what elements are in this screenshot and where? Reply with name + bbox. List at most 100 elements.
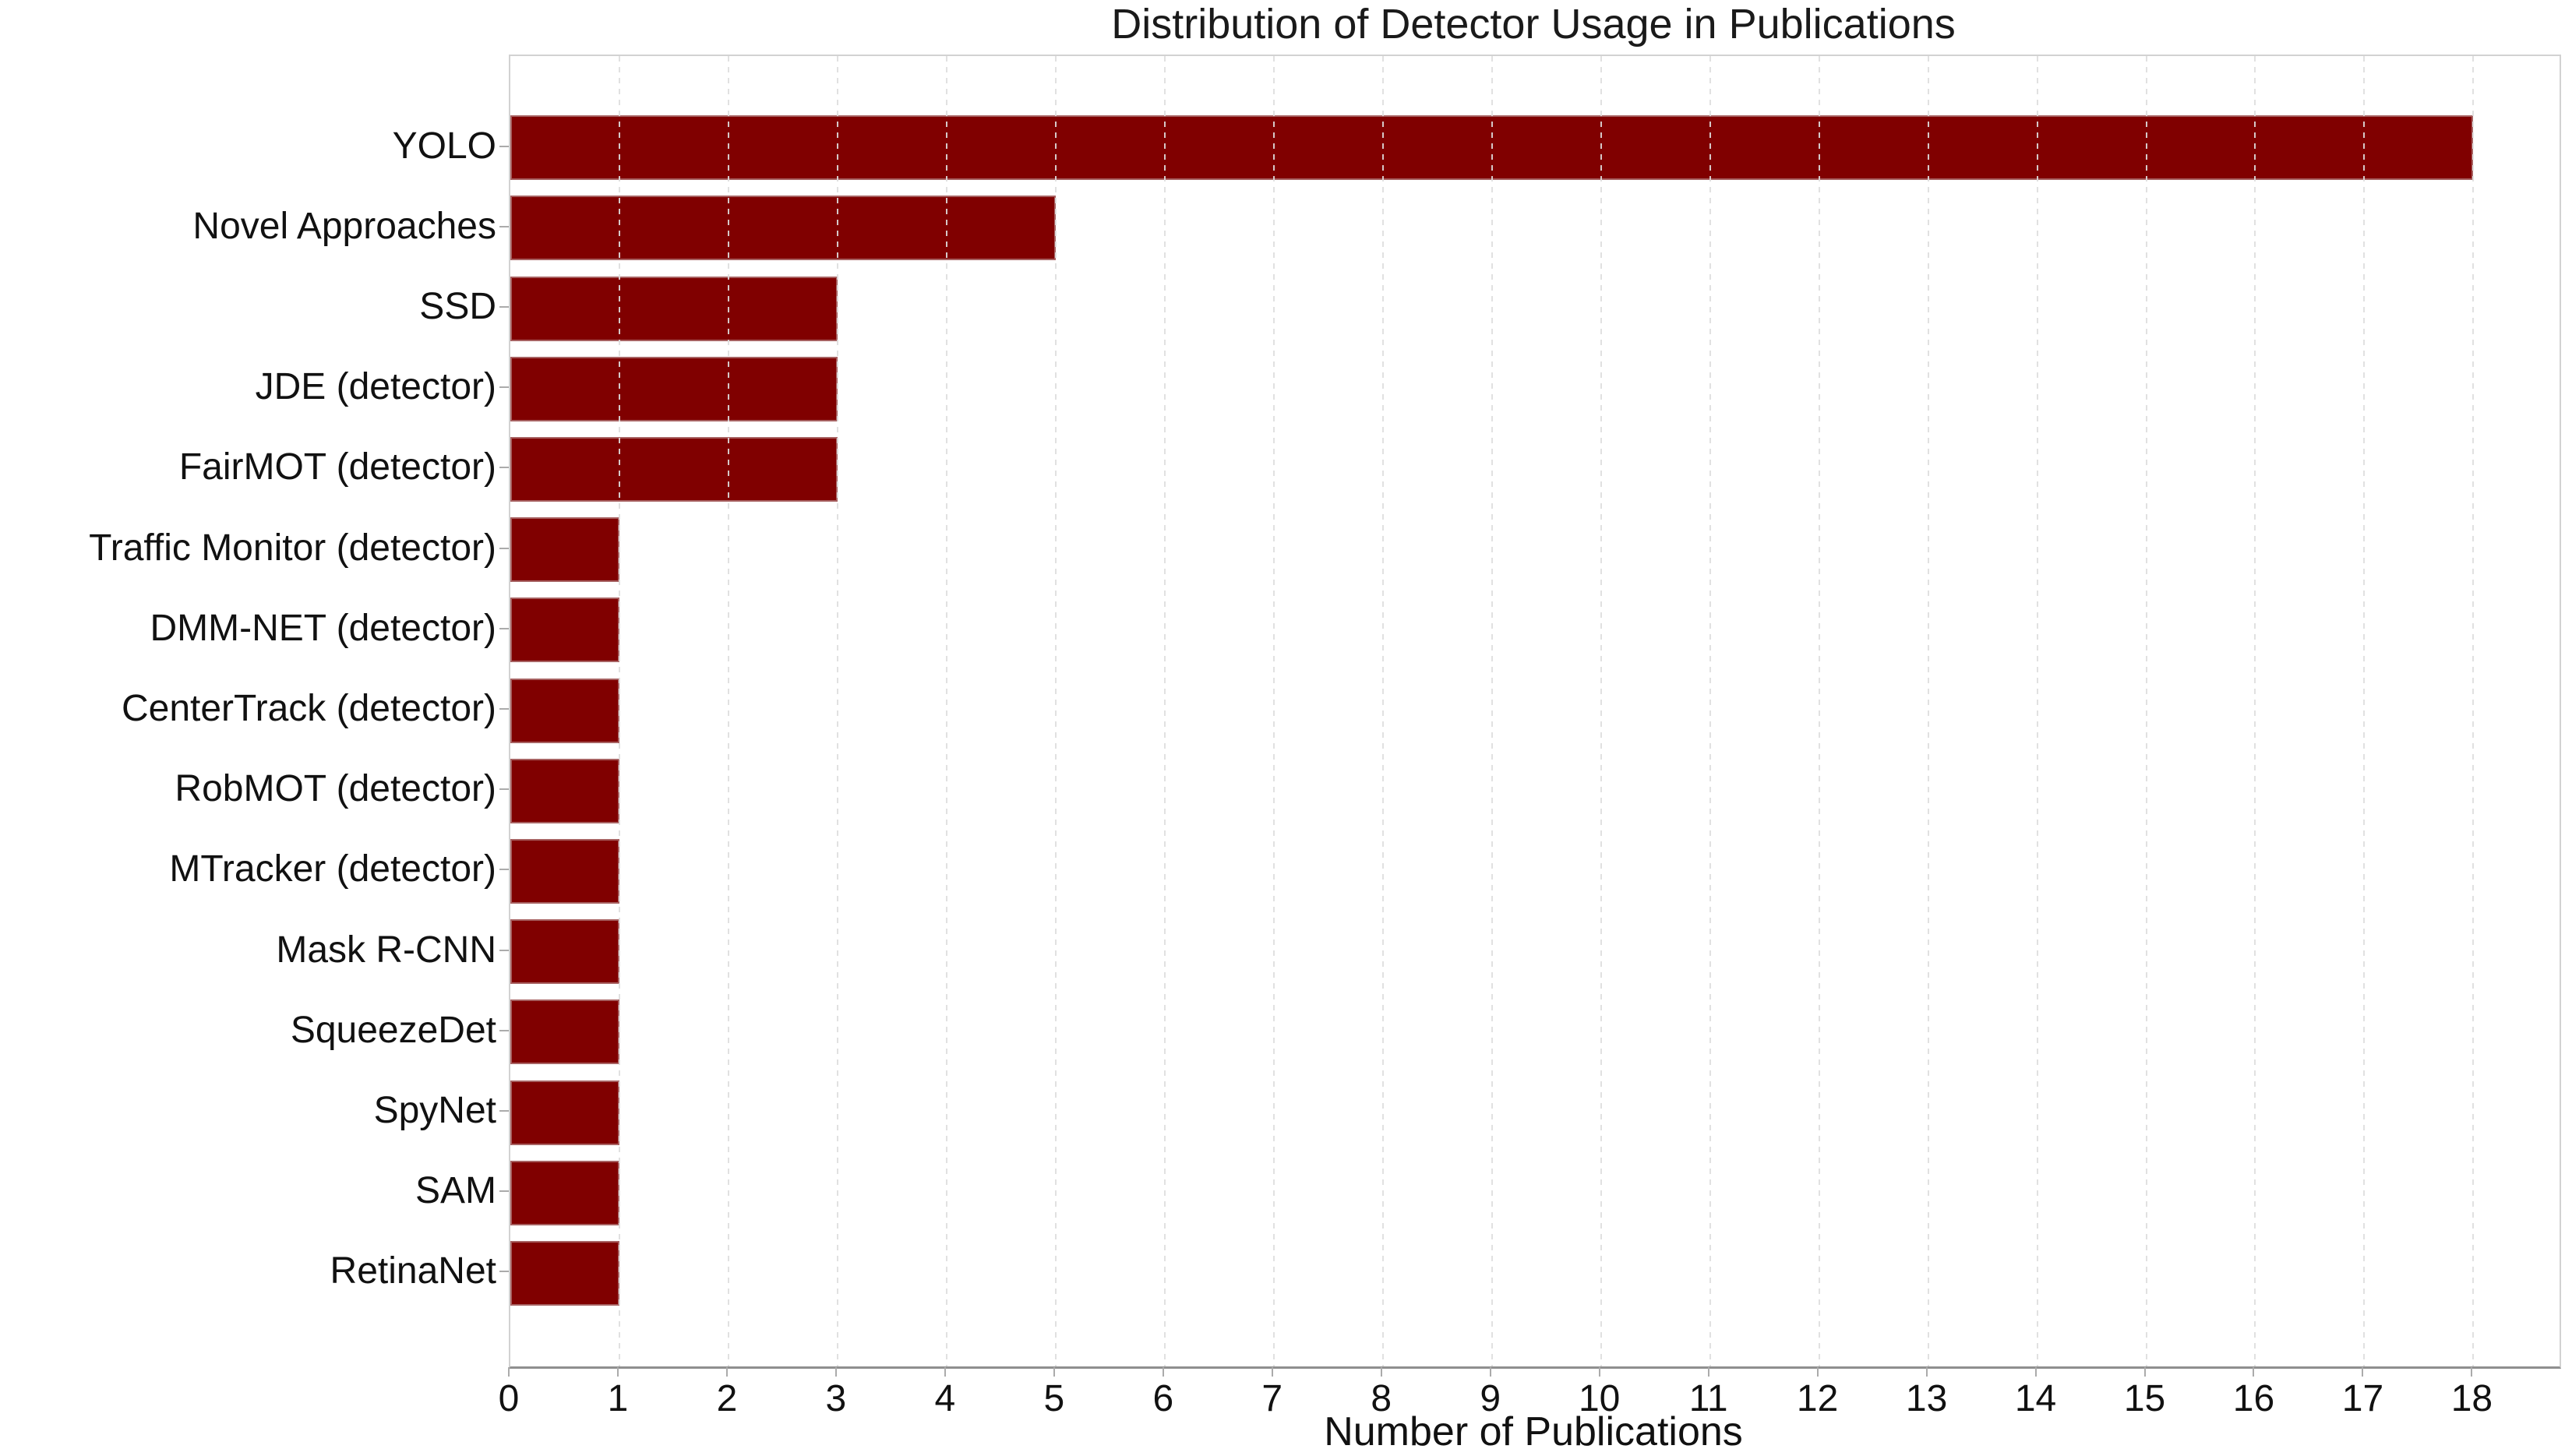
x-tick-label-2: 2 xyxy=(716,1378,738,1419)
x-tick-mark-7 xyxy=(1271,1367,1273,1377)
x-tick-mark-13 xyxy=(1925,1367,1928,1377)
gridline-x-14 xyxy=(2036,56,2038,1366)
y-tick-mark-10 xyxy=(499,949,509,951)
x-tick-mark-14 xyxy=(2034,1367,2037,1377)
x-tick-label-0: 0 xyxy=(498,1378,520,1419)
x-tick-mark-11 xyxy=(1707,1367,1709,1377)
y-tick-mark-12 xyxy=(499,1110,509,1112)
x-tick-label-3: 3 xyxy=(825,1378,847,1419)
y-tick-label-retinanet: RetinaNet xyxy=(330,1250,496,1292)
x-tick-label-7: 7 xyxy=(1261,1378,1283,1419)
x-tick-label-9: 9 xyxy=(1480,1378,1501,1419)
x-tick-mark-6 xyxy=(1162,1367,1164,1377)
x-tick-mark-10 xyxy=(1598,1367,1600,1377)
bar-dmm-net-detector xyxy=(510,598,619,663)
x-tick-mark-17 xyxy=(2362,1367,2364,1377)
y-tick-mark-4 xyxy=(499,467,509,469)
gridline-x-17 xyxy=(2363,56,2366,1366)
y-tick-label-sam: SAM xyxy=(415,1170,496,1212)
x-tick-mark-2 xyxy=(725,1367,728,1377)
plot-area xyxy=(509,55,2561,1369)
x-tick-mark-8 xyxy=(1380,1367,1382,1377)
x-axis-label: Number of Publications xyxy=(1324,1409,1743,1454)
y-tick-label-centertrack-detector: CenterTrack (detector) xyxy=(121,688,496,729)
bar-spynet xyxy=(510,1080,619,1145)
bar-centertrack-detector xyxy=(510,678,619,743)
x-tick-label-6: 6 xyxy=(1152,1378,1174,1419)
y-tick-mark-14 xyxy=(499,1271,509,1273)
y-tick-label-spynet: SpyNet xyxy=(373,1090,496,1131)
gridline-x-15 xyxy=(2145,56,2147,1366)
y-tick-mark-7 xyxy=(499,708,509,710)
x-tick-mark-1 xyxy=(616,1367,619,1377)
bar-sam xyxy=(510,1160,619,1225)
gridline-x-2 xyxy=(727,56,729,1366)
x-tick-mark-3 xyxy=(834,1367,837,1377)
y-tick-label-squeezedet: SqueezeDet xyxy=(290,1009,496,1051)
y-tick-label-dmm-net-detector: DMM-NET (detector) xyxy=(150,607,497,649)
gridline-x-18 xyxy=(2472,56,2475,1366)
y-tick-label-mask-r-cnn: Mask R-CNN xyxy=(276,929,496,971)
x-tick-label-15: 15 xyxy=(2123,1378,2166,1419)
x-tick-label-4: 4 xyxy=(934,1378,956,1419)
bar-novel-approaches xyxy=(510,196,1056,261)
bar-retinanet xyxy=(510,1240,619,1306)
x-tick-label-12: 12 xyxy=(1796,1378,1839,1419)
chart-title: Distribution of Detector Usage in Public… xyxy=(1111,1,1956,48)
x-tick-mark-4 xyxy=(944,1367,946,1377)
bar-traffic-monitor-detector xyxy=(510,517,619,583)
bar-ssd xyxy=(510,276,838,341)
y-tick-mark-0 xyxy=(499,145,509,147)
x-tick-mark-15 xyxy=(2143,1367,2146,1377)
gridline-x-8 xyxy=(1381,56,1384,1366)
gridline-x-7 xyxy=(1272,56,1275,1366)
gridline-x-12 xyxy=(1818,56,1820,1366)
x-tick-label-18: 18 xyxy=(2450,1378,2493,1419)
x-tick-mark-16 xyxy=(2253,1367,2255,1377)
y-tick-label-novel-approaches: Novel Approaches xyxy=(192,205,496,247)
x-tick-mark-9 xyxy=(1489,1367,1491,1377)
x-tick-label-10: 10 xyxy=(1578,1378,1621,1419)
gridline-x-6 xyxy=(1163,56,1166,1366)
y-tick-mark-3 xyxy=(499,386,509,389)
y-tick-label-ssd: SSD xyxy=(419,286,496,327)
y-tick-label-traffic-monitor-detector: Traffic Monitor (detector) xyxy=(89,527,496,569)
y-tick-label-jde-detector: JDE (detector) xyxy=(255,366,496,408)
gridline-x-9 xyxy=(1491,56,1493,1366)
x-tick-label-11: 11 xyxy=(1688,1378,1728,1419)
y-tick-mark-11 xyxy=(499,1029,509,1031)
bar-jde-detector xyxy=(510,356,838,421)
x-tick-label-13: 13 xyxy=(1905,1378,1948,1419)
y-tick-mark-6 xyxy=(499,627,509,629)
bar-mtracker-detector xyxy=(510,838,619,904)
x-tick-mark-12 xyxy=(1816,1367,1819,1377)
gridline-x-1 xyxy=(618,56,620,1366)
y-tick-mark-2 xyxy=(499,306,509,308)
gridline-x-3 xyxy=(836,56,838,1366)
x-tick-label-5: 5 xyxy=(1043,1378,1065,1419)
bar-fairmot-detector xyxy=(510,436,838,502)
x-tick-label-17: 17 xyxy=(2341,1378,2384,1419)
bar-robmot-detector xyxy=(510,758,619,823)
gridline-x-13 xyxy=(1927,56,1929,1366)
bar-mask-r-cnn xyxy=(510,919,619,985)
y-tick-mark-5 xyxy=(499,547,509,549)
y-tick-mark-9 xyxy=(499,869,509,871)
x-tick-mark-5 xyxy=(1053,1367,1055,1377)
x-tick-mark-18 xyxy=(2471,1367,2473,1377)
gridline-x-10 xyxy=(1600,56,1602,1366)
y-tick-mark-13 xyxy=(499,1190,509,1193)
y-tick-label-robmot-detector: RobMOT (detector) xyxy=(175,768,496,810)
gridline-x-16 xyxy=(2254,56,2256,1366)
x-tick-mark-0 xyxy=(508,1367,510,1377)
y-tick-label-fairmot-detector: FairMOT (detector) xyxy=(178,446,496,488)
y-tick-label-mtracker-detector: MTracker (detector) xyxy=(169,848,496,890)
gridline-x-4 xyxy=(945,56,947,1366)
x-tick-label-14: 14 xyxy=(2014,1378,2057,1419)
bar-squeezedet xyxy=(510,999,619,1065)
gridline-x-5 xyxy=(1054,56,1057,1366)
x-tick-label-8: 8 xyxy=(1371,1378,1392,1419)
y-tick-mark-1 xyxy=(499,225,509,227)
gridline-x-11 xyxy=(1709,56,1711,1366)
